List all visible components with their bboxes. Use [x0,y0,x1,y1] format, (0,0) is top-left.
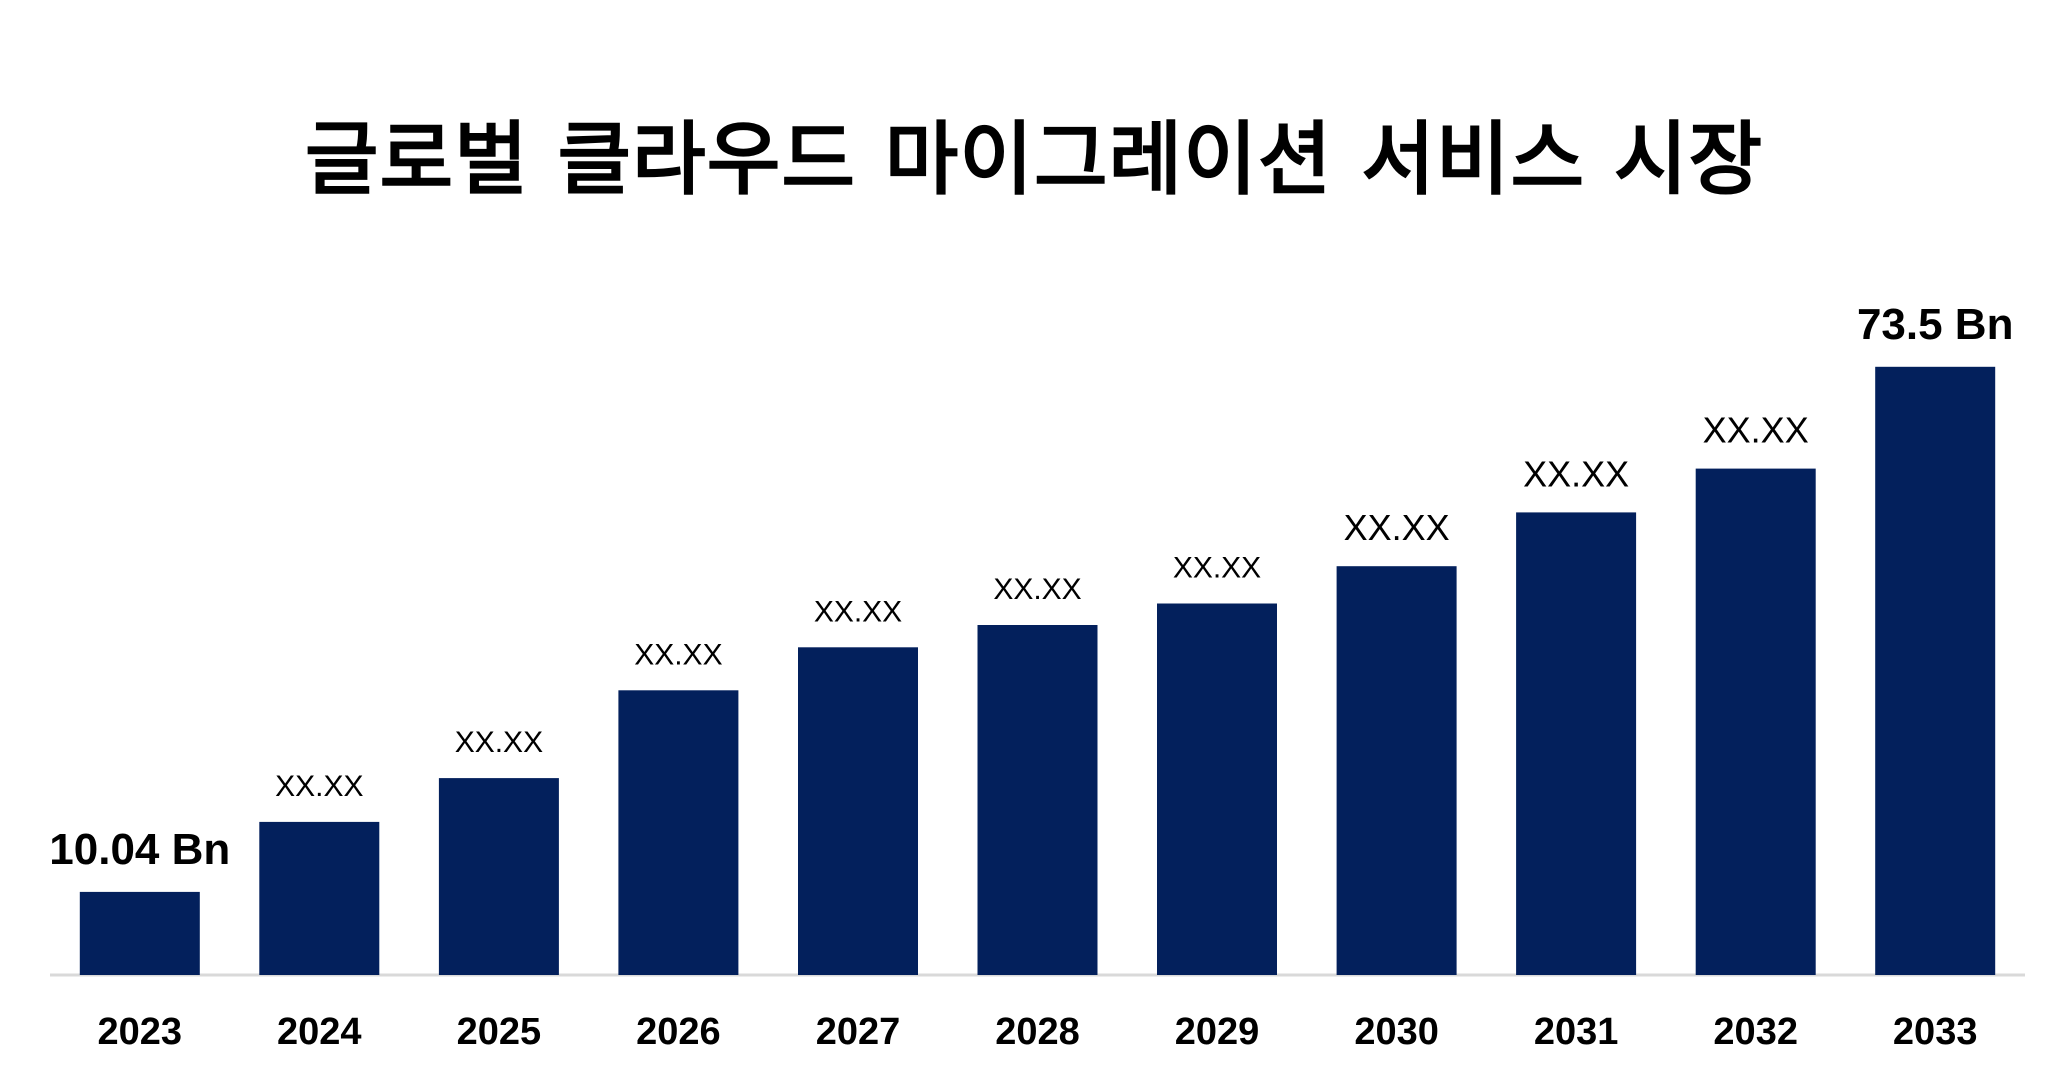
value-label-2025: XX.XX [455,726,543,759]
bar-2023 [79,891,200,975]
bar-2033 [1875,366,1996,975]
value-label-2030: XX.XX [1344,507,1450,548]
x-tick-label-2026: 2026 [636,1011,721,1053]
value-label-2023: 10.04 Bn [49,825,230,874]
bar-2026 [618,690,739,975]
bar-2027 [798,647,918,975]
bar-2028 [977,625,1098,975]
x-tick-label-2027: 2027 [816,1011,901,1053]
value-label-2033: 73.5 Bn [1857,300,2014,349]
bars-group [79,366,1996,975]
x-tick-label-2033: 2033 [1893,1011,1978,1053]
chart-title: 글로벌 클라우드 마이그레이션 서비스 시장 [304,113,1764,206]
value-label-2026: XX.XX [634,638,722,671]
value-label-2024: XX.XX [275,770,363,803]
tick-labels-group: 2023 2024 2025 2026 2027 2028 2029 2030 2031 2032… [98,1011,1978,1053]
x-tick-label-2029: 2029 [1175,1011,1260,1053]
x-tick-label-2028: 2028 [995,1011,1080,1053]
x-tick-label-2024: 2024 [277,1011,362,1053]
value-labels-group: 10.04 Bn XX.XX XX.XX XX.XX XX.XX XX.XX XX.XX XX… [49,300,2013,874]
value-label-2027: XX.XX [814,595,902,628]
value-label-2029: XX.XX [1173,552,1261,585]
x-tick-label-2023: 2023 [98,1011,183,1053]
value-label-2028: XX.XX [993,573,1081,606]
bar-2031 [1516,512,1637,975]
x-tick-label-2025: 2025 [457,1011,542,1053]
bar-2030 [1336,566,1457,975]
x-tick-label-2032: 2032 [1713,1011,1798,1053]
x-tick-label-2031: 2031 [1534,1011,1619,1053]
bar-2025 [438,778,559,975]
value-label-2032: XX.XX [1703,410,1809,451]
value-label-2031: XX.XX [1523,453,1629,494]
bar-2029 [1157,603,1277,975]
bar-2024 [259,821,380,975]
x-tick-label-2030: 2030 [1354,1011,1439,1053]
bar-2032 [1695,468,1816,975]
